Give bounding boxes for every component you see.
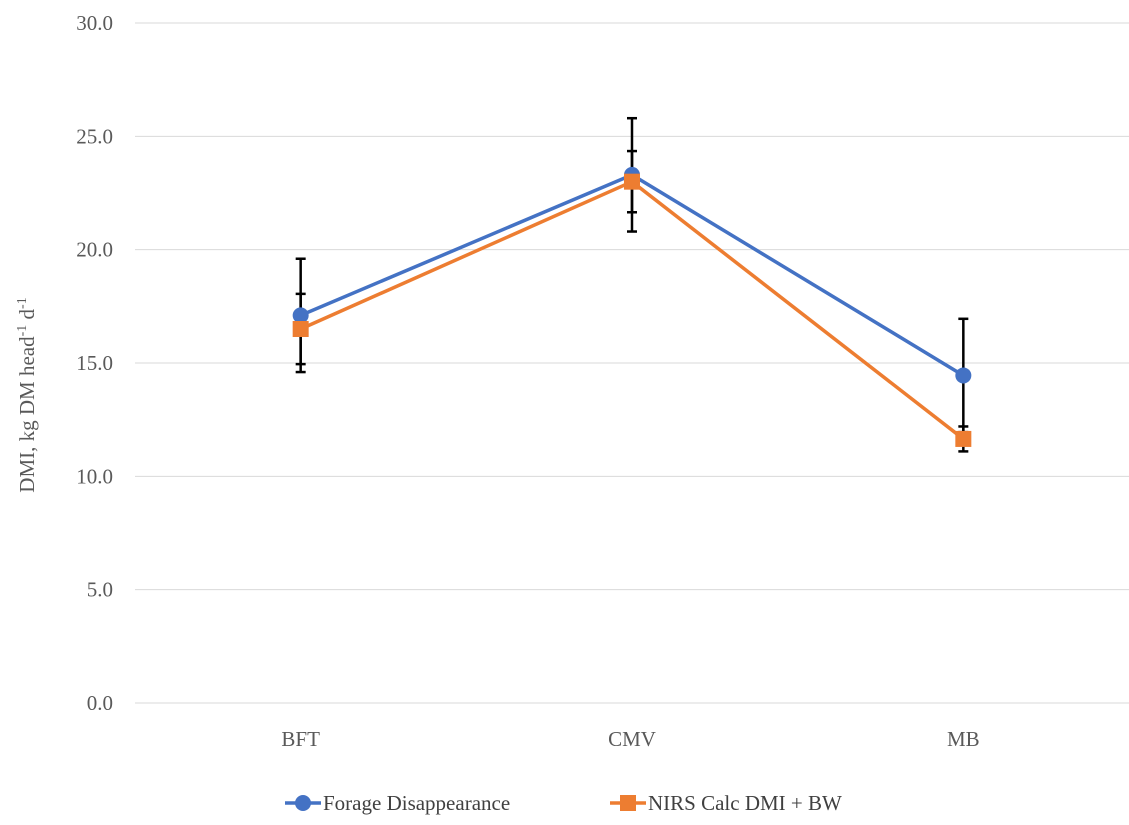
x-category-label: BFT (281, 727, 320, 751)
x-category-labels: BFT CMV MB (281, 727, 979, 751)
x-category-label: MB (947, 727, 980, 751)
data-point (955, 430, 972, 447)
data-point (292, 321, 309, 337)
y-tick-labels: 0.0 5.0 10.0 15.0 20.0 25.0 30.0 (76, 11, 113, 715)
legend-item: Forage Disappearance (285, 791, 510, 815)
x-category-label: CMV (608, 727, 656, 751)
legend-marker (295, 795, 311, 811)
data-point (955, 367, 972, 384)
legend-label: Forage Disappearance (323, 791, 510, 815)
y-tick-label: 15.0 (76, 351, 113, 375)
series-markers (292, 166, 972, 447)
y-tick-label: 0.0 (87, 691, 113, 715)
legend: Forage Disappearance NIRS Calc DMI + BW (285, 791, 842, 815)
legend-item: NIRS Calc DMI + BW (610, 791, 842, 815)
y-tick-label: 30.0 (76, 11, 113, 35)
data-point (624, 173, 640, 190)
y-tick-label: 25.0 (76, 124, 113, 148)
y-axis-title: DMI, kg DM head-1 d-1 (15, 297, 39, 492)
legend-label: NIRS Calc DMI + BW (648, 791, 842, 815)
legend-marker (620, 795, 636, 811)
y-tick-label: 10.0 (76, 464, 113, 488)
y-tick-label: 20.0 (76, 238, 113, 262)
data-point (292, 307, 309, 324)
y-tick-label: 5.0 (87, 578, 113, 602)
